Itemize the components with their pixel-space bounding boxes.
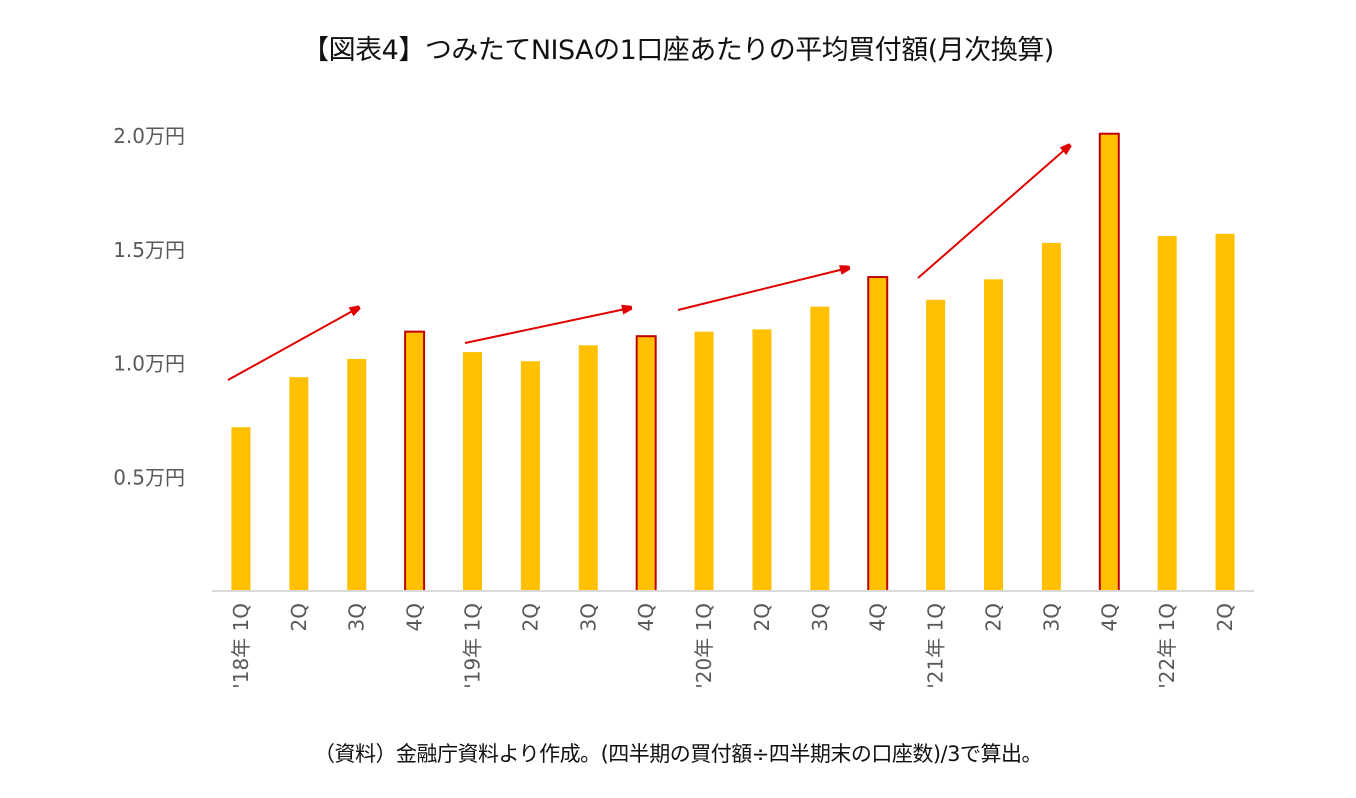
bar bbox=[752, 329, 772, 591]
y-tick-label: 1.5万円 bbox=[113, 238, 185, 262]
bar-highlighted bbox=[635, 335, 657, 593]
x-tick-label: 2Q bbox=[518, 603, 542, 631]
bar-highlighted bbox=[404, 330, 426, 592]
x-tick-label: 3Q bbox=[808, 603, 832, 631]
bar-highlighted bbox=[867, 276, 889, 592]
x-tick-label: 4Q bbox=[866, 603, 890, 631]
y-tick-label: 0.5万円 bbox=[113, 465, 185, 489]
x-tick-label: 4Q bbox=[1097, 603, 1121, 631]
x-tick-label: 2Q bbox=[982, 603, 1006, 631]
x-tick-label: 4Q bbox=[403, 603, 427, 631]
x-tick-label: '18年 1Q bbox=[229, 603, 253, 689]
x-tick-label: 2Q bbox=[1213, 603, 1237, 631]
trend-arrow bbox=[227, 308, 358, 381]
x-tick-label: '21年 1Q bbox=[924, 603, 948, 689]
bar bbox=[578, 345, 598, 591]
bar bbox=[810, 306, 830, 591]
source-note: （資料）金融庁資料より作成。(四半期の買付額÷四半期末の口座数)/3で算出。 bbox=[314, 742, 1043, 766]
bar bbox=[694, 331, 714, 591]
bar bbox=[289, 377, 309, 591]
trend-arrow bbox=[917, 146, 1069, 279]
x-tick-label: 3Q bbox=[345, 603, 369, 631]
bar bbox=[520, 361, 540, 591]
bar bbox=[984, 279, 1003, 591]
y-tick-label: 1.0万円 bbox=[113, 352, 185, 376]
x-tick-label: '20年 1Q bbox=[692, 603, 716, 689]
trend-arrow bbox=[677, 268, 848, 311]
bar bbox=[347, 358, 367, 591]
bar bbox=[1157, 236, 1177, 591]
x-tick-label: 2Q bbox=[287, 603, 311, 631]
chart-title: 【図表4】つみたてNISAの1口座あたりの平均買付額(月次換算) bbox=[302, 35, 1054, 66]
x-tick-label: '19年 1Q bbox=[461, 603, 485, 689]
bar bbox=[1041, 242, 1061, 592]
bar bbox=[463, 352, 482, 591]
bar bbox=[926, 299, 946, 591]
bar bbox=[231, 427, 251, 591]
x-tick-label: '22年 1Q bbox=[1155, 603, 1179, 689]
y-tick-label: 2.0万円 bbox=[113, 124, 185, 148]
x-tick-label: 3Q bbox=[1039, 603, 1063, 631]
x-tick-label: 3Q bbox=[576, 603, 600, 631]
bar-highlighted bbox=[1098, 132, 1120, 592]
x-tick-label: 4Q bbox=[634, 603, 658, 631]
bar bbox=[1215, 233, 1235, 591]
x-tick-label: 2Q bbox=[750, 603, 774, 631]
trend-arrow bbox=[464, 308, 630, 344]
